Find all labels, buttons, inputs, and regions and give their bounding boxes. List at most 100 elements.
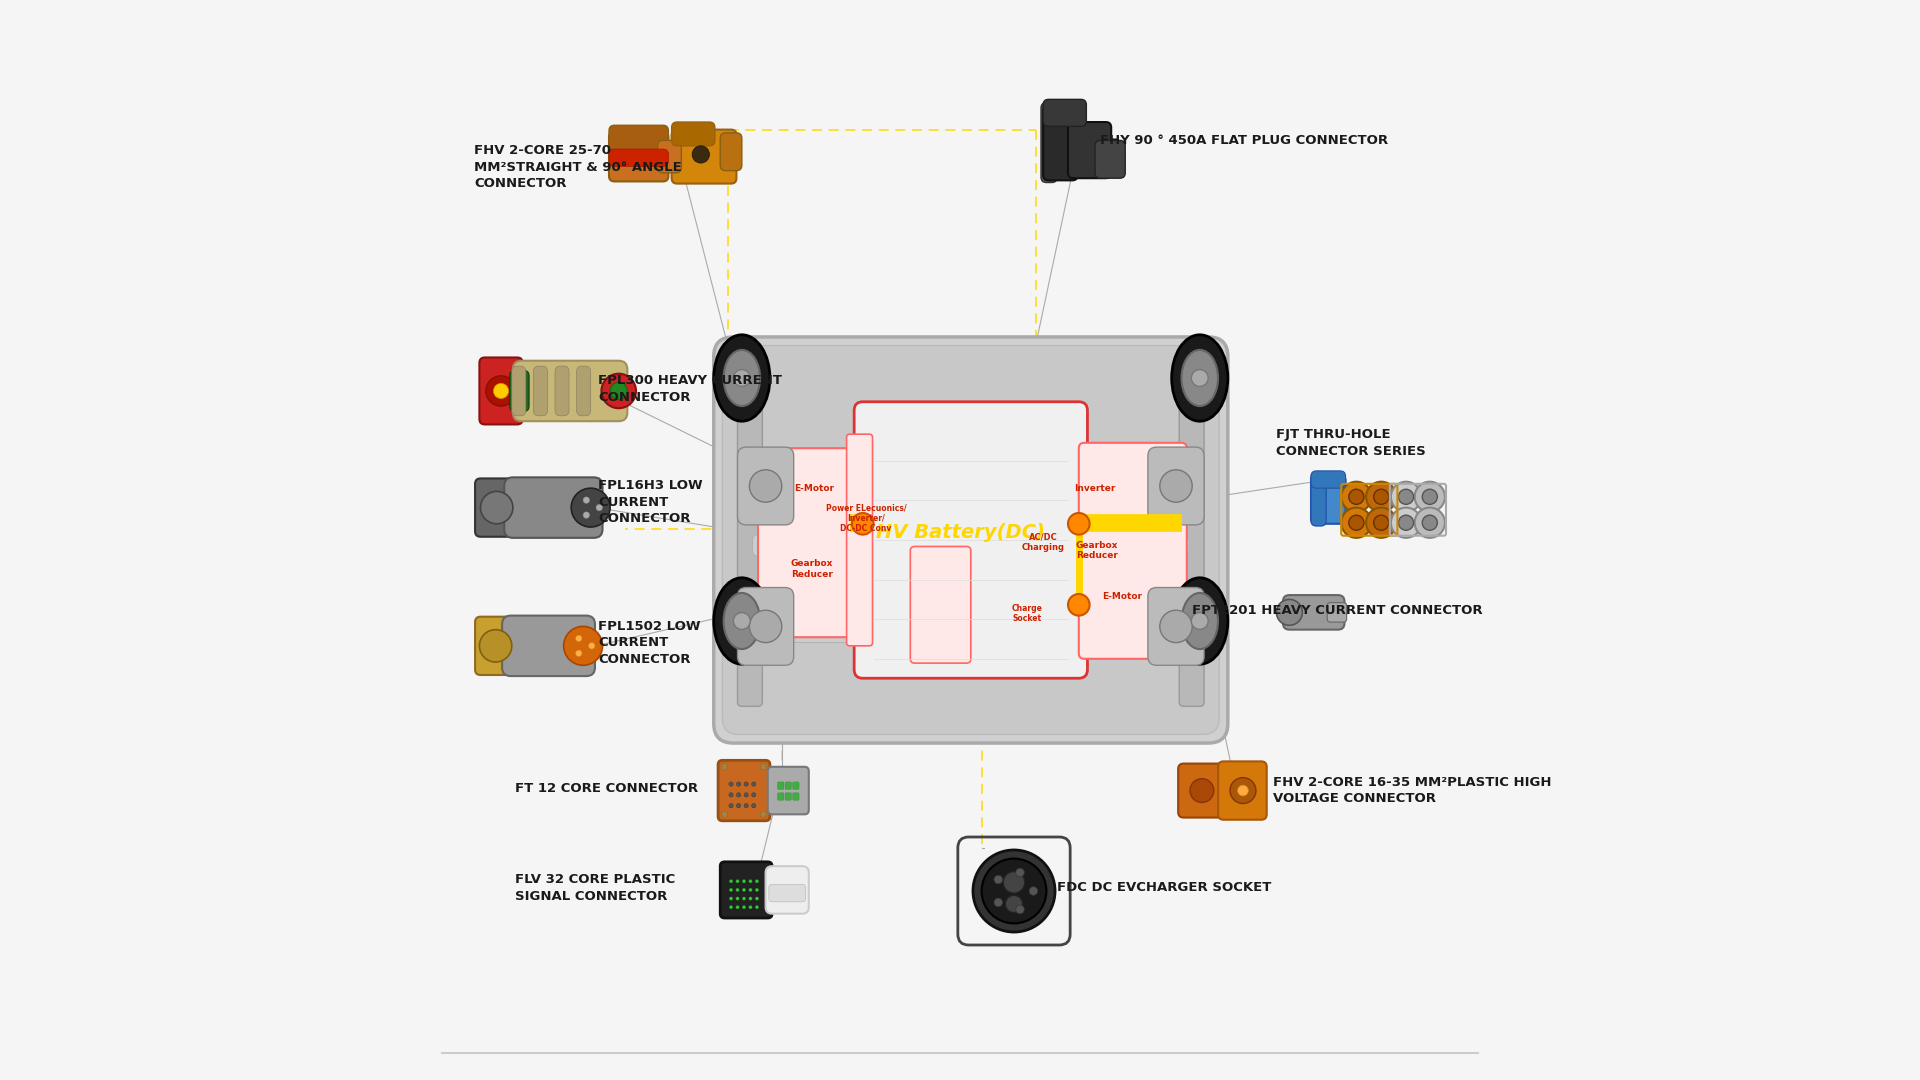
Circle shape [743,905,745,909]
Circle shape [480,630,513,662]
Circle shape [735,888,739,892]
Text: HV Battery(DC): HV Battery(DC) [876,523,1044,542]
Circle shape [588,643,595,649]
Circle shape [1006,895,1023,913]
FancyBboxPatch shape [1094,140,1125,178]
Circle shape [1160,610,1192,643]
FancyBboxPatch shape [503,616,595,676]
Circle shape [1160,470,1192,502]
FancyBboxPatch shape [672,122,714,146]
Circle shape [749,905,753,909]
Circle shape [632,151,647,166]
Ellipse shape [1171,335,1229,421]
FancyBboxPatch shape [722,346,1219,734]
Circle shape [1238,785,1248,796]
Text: FPL16H3 LOW
CURRENT
CONNECTOR: FPL16H3 LOW CURRENT CONNECTOR [599,480,703,525]
Circle shape [730,793,733,797]
FancyBboxPatch shape [1283,595,1344,630]
Circle shape [1367,508,1396,538]
Circle shape [1277,599,1302,625]
FancyBboxPatch shape [737,447,793,525]
FancyBboxPatch shape [847,434,872,646]
Circle shape [733,369,751,387]
Circle shape [1190,612,1208,630]
Circle shape [1068,594,1089,616]
Ellipse shape [1181,593,1217,649]
Circle shape [1342,508,1371,538]
Circle shape [601,374,636,408]
Text: Gearbox
Reducer: Gearbox Reducer [791,559,833,579]
Circle shape [751,793,756,797]
Circle shape [735,896,739,901]
FancyBboxPatch shape [576,366,591,416]
Circle shape [722,764,728,770]
Circle shape [611,382,628,400]
Text: FT 12 CORE CONNECTOR: FT 12 CORE CONNECTOR [515,782,699,795]
Circle shape [995,875,1002,883]
Circle shape [1190,779,1213,802]
FancyBboxPatch shape [768,767,808,814]
Ellipse shape [724,593,760,649]
Circle shape [1342,482,1371,512]
Text: FHV 2-CORE 25-70
MM²STRAIGHT & 90° ANGLE
CONNECTOR: FHV 2-CORE 25-70 MM²STRAIGHT & 90° ANGLE… [474,145,682,190]
Circle shape [1390,508,1421,538]
Text: FDC DC EVCHARGER SOCKET: FDC DC EVCHARGER SOCKET [1058,881,1271,894]
Circle shape [1029,887,1037,895]
Text: FPL300 HEAVY CURRENT
CONNECTOR: FPL300 HEAVY CURRENT CONNECTOR [599,374,781,404]
Circle shape [576,650,582,657]
Text: Inverter: Inverter [1075,484,1116,492]
FancyBboxPatch shape [753,535,1188,556]
FancyBboxPatch shape [1079,443,1187,659]
Circle shape [1373,489,1388,504]
Ellipse shape [1171,578,1229,664]
FancyBboxPatch shape [785,782,791,789]
Circle shape [1190,369,1208,387]
FancyBboxPatch shape [718,760,770,821]
FancyBboxPatch shape [513,361,628,421]
Circle shape [995,899,1002,907]
Circle shape [1415,482,1446,512]
Circle shape [722,811,728,818]
FancyBboxPatch shape [1148,588,1204,665]
Circle shape [730,905,733,909]
Circle shape [1367,482,1396,512]
Circle shape [1002,872,1025,893]
Circle shape [981,859,1046,923]
Circle shape [973,850,1056,932]
FancyBboxPatch shape [720,133,741,171]
Circle shape [743,879,745,883]
Circle shape [755,896,758,901]
FancyBboxPatch shape [1043,99,1087,126]
Circle shape [564,626,603,665]
Circle shape [730,888,733,892]
Circle shape [1016,905,1025,914]
FancyBboxPatch shape [1043,105,1077,180]
FancyBboxPatch shape [785,793,791,800]
Circle shape [852,513,874,535]
Circle shape [737,804,741,808]
Circle shape [745,782,749,786]
FancyBboxPatch shape [1311,472,1327,526]
Text: FPT2201 HEAVY CURRENT CONNECTOR: FPT2201 HEAVY CURRENT CONNECTOR [1192,604,1482,617]
Circle shape [480,491,513,524]
FancyBboxPatch shape [505,477,603,538]
Circle shape [1373,515,1388,530]
Circle shape [749,470,781,502]
Circle shape [1350,515,1363,530]
FancyBboxPatch shape [737,588,793,665]
FancyBboxPatch shape [513,366,526,416]
Circle shape [1231,778,1256,804]
Text: AC/DC
Charging: AC/DC Charging [1021,532,1066,552]
FancyBboxPatch shape [609,149,668,166]
FancyBboxPatch shape [609,125,668,151]
FancyBboxPatch shape [657,140,682,173]
FancyBboxPatch shape [768,885,806,902]
Circle shape [760,811,766,818]
Ellipse shape [714,578,770,664]
FancyBboxPatch shape [714,337,1229,743]
Circle shape [737,793,741,797]
Text: Power ELecuonics/
Inverter/
DC-DC Conv: Power ELecuonics/ Inverter/ DC-DC Conv [826,503,906,534]
Circle shape [743,896,745,901]
FancyBboxPatch shape [1041,103,1058,183]
Circle shape [572,488,611,527]
